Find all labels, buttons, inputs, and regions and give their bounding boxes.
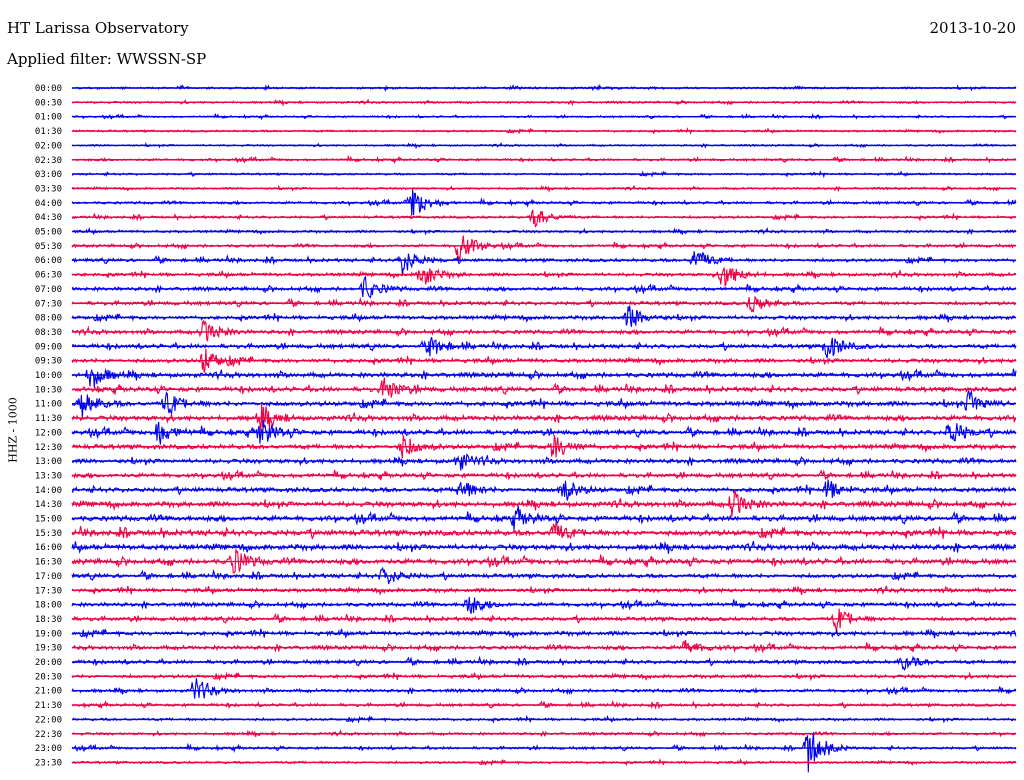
trace-1830 bbox=[71, 608, 1017, 633]
time-label-0330: 03:30 bbox=[35, 184, 62, 194]
time-label-2200: 22:00 bbox=[35, 715, 62, 725]
time-label-0930: 09:30 bbox=[35, 357, 62, 367]
time-label-1530: 15:30 bbox=[35, 529, 62, 539]
trace-1000 bbox=[71, 368, 1017, 388]
trace-0830 bbox=[71, 319, 1017, 342]
trace-0630 bbox=[71, 267, 1016, 287]
trace-0430 bbox=[72, 208, 1017, 228]
time-label-1000: 10:00 bbox=[35, 371, 62, 381]
time-label-1430: 14:30 bbox=[35, 500, 62, 510]
time-label-1730: 17:30 bbox=[35, 586, 62, 596]
time-label-1400: 14:00 bbox=[35, 486, 62, 496]
time-label-0530: 05:30 bbox=[35, 242, 62, 252]
time-label-2100: 21:00 bbox=[35, 687, 62, 697]
time-label-0700: 07:00 bbox=[35, 285, 62, 295]
trace-1100 bbox=[71, 390, 1017, 419]
time-label-0800: 08:00 bbox=[35, 314, 62, 324]
time-label-2300: 23:00 bbox=[35, 744, 62, 754]
trace-1930 bbox=[71, 639, 1017, 654]
time-label-0730: 07:30 bbox=[35, 299, 62, 309]
time-label-1800: 18:00 bbox=[35, 601, 62, 611]
time-label-2130: 21:30 bbox=[35, 701, 62, 711]
time-label-1300: 13:00 bbox=[35, 457, 62, 467]
time-label-1630: 16:30 bbox=[35, 558, 62, 568]
time-label-0230: 02:30 bbox=[35, 156, 62, 166]
time-label-0200: 02:00 bbox=[35, 141, 62, 151]
time-label-0900: 09:00 bbox=[35, 342, 62, 352]
time-label-1200: 12:00 bbox=[35, 428, 62, 438]
trace-1030 bbox=[71, 377, 1017, 398]
time-label-1130: 11:30 bbox=[35, 414, 62, 424]
trace-1530 bbox=[71, 521, 1017, 540]
time-label-1930: 19:30 bbox=[35, 644, 62, 654]
trace-0600 bbox=[71, 251, 1017, 275]
trace-0730 bbox=[71, 295, 1017, 313]
time-label-0500: 05:00 bbox=[35, 228, 62, 238]
trace-1800 bbox=[71, 596, 1017, 614]
time-label-0000: 00:00 bbox=[35, 84, 62, 94]
time-label-0130: 01:30 bbox=[35, 127, 62, 137]
seismogram-traces bbox=[71, 83, 1017, 773]
trace-1130 bbox=[71, 403, 1017, 432]
record-date: 2013-10-20 bbox=[929, 19, 1016, 37]
time-label-2000: 20:00 bbox=[35, 658, 62, 668]
time-label-2330: 23:30 bbox=[35, 758, 62, 768]
time-label-2230: 22:30 bbox=[35, 730, 62, 740]
time-label-1900: 19:00 bbox=[35, 629, 62, 639]
time-labels: 00:00 00:30 01:00 01:30 02:00 02:30 03:00 03:30… bbox=[35, 84, 62, 768]
time-label-1830: 18:30 bbox=[35, 615, 62, 625]
time-label-0430: 04:30 bbox=[35, 213, 62, 223]
time-label-0100: 01:00 bbox=[35, 113, 62, 123]
trace-2300 bbox=[71, 732, 1017, 773]
trace-0700 bbox=[71, 275, 1017, 299]
time-label-1030: 10:30 bbox=[35, 385, 62, 395]
applied-filter-label: Applied filter: WWSSN-SP bbox=[7, 50, 207, 68]
time-label-1700: 17:00 bbox=[35, 572, 62, 582]
time-label-0600: 06:00 bbox=[35, 256, 62, 266]
time-label-0630: 06:30 bbox=[35, 271, 62, 281]
time-label-1600: 16:00 bbox=[35, 543, 62, 553]
time-label-0830: 08:30 bbox=[35, 328, 62, 338]
time-label-1500: 15:00 bbox=[35, 515, 62, 525]
trace-1300 bbox=[71, 453, 1017, 471]
time-label-0300: 03:00 bbox=[35, 170, 62, 180]
trace-2000 bbox=[71, 655, 1017, 671]
time-label-1100: 11:00 bbox=[35, 400, 62, 410]
observatory-title: HT Larissa Observatory bbox=[7, 19, 189, 37]
time-label-1330: 13:30 bbox=[35, 471, 62, 481]
time-label-0030: 00:30 bbox=[35, 98, 62, 108]
time-label-0400: 04:00 bbox=[35, 199, 62, 209]
trace-2100 bbox=[71, 678, 1017, 699]
trace-1200 bbox=[71, 420, 1017, 445]
time-label-2030: 20:30 bbox=[35, 672, 62, 682]
trace-0800 bbox=[71, 305, 1017, 327]
time-label-1230: 12:30 bbox=[35, 443, 62, 453]
